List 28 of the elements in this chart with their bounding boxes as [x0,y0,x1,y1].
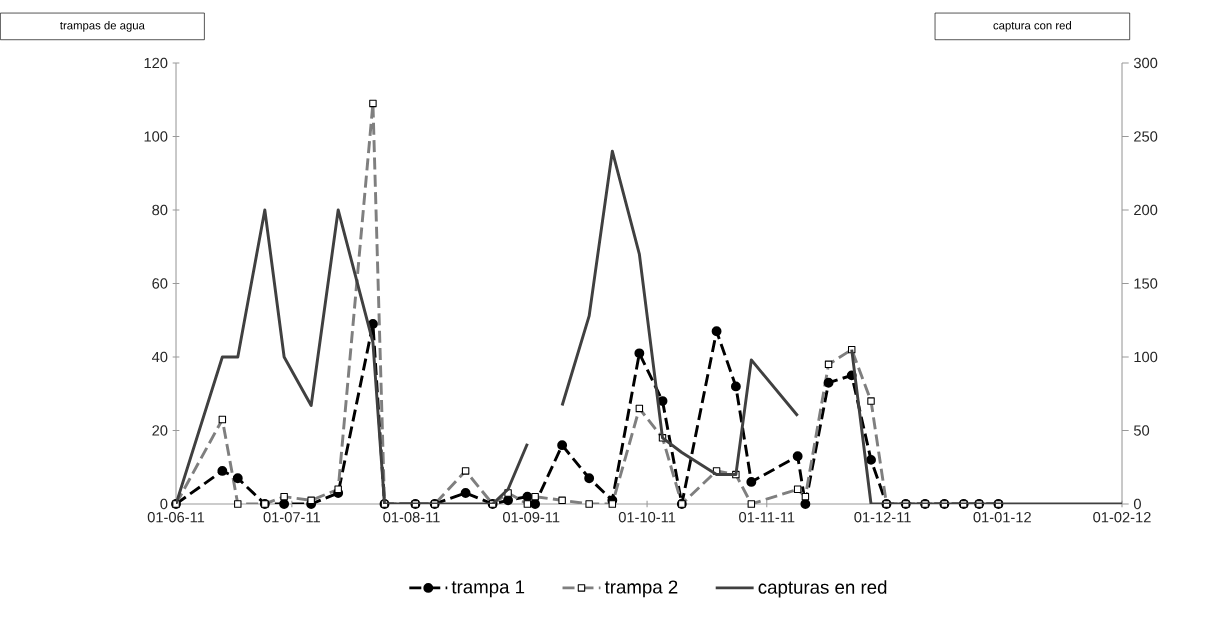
y-tick-label: 80 [152,204,168,216]
y-tick-label: 40 [151,351,168,363]
y2-tick-label: 200 [1134,204,1158,216]
x-tick-label: 01-08-11 [383,512,440,523]
y2-axis-title: captura con red [993,21,1071,32]
y2-tick-label: 0 [1133,498,1141,510]
x-tick-label: 01-07-11 [263,512,320,523]
x-tick-label: 01-09-11 [502,512,560,523]
y-tick-label: 0 [160,498,168,510]
y2-tick-label: 150 [1134,278,1158,289]
y2-tick-label: 100 [1134,351,1158,363]
x-tick-label: 01-02-12 [1093,512,1151,523]
y2-tick-label: 300 [1133,57,1158,69]
y-tick-label: 20 [152,425,168,436]
legend-label: trampa 1 [451,580,525,598]
y-tick-label: 60 [152,278,168,289]
y-axis-title: trampas de agua [60,21,145,32]
x-tick-label: 01-01-12 [973,512,1031,523]
x-tick-label: 01-11-11 [739,512,795,523]
x-tick-label: 01-06-11 [147,512,205,523]
x-tick-label: 01-10-11 [618,512,676,523]
legend-label: capturas en red [758,580,887,598]
y2-tick-label: 250 [1134,131,1158,142]
y-tick-label: 100 [144,131,168,142]
y-tick-label: 120 [144,57,168,69]
legend-label: trampa 2 [604,580,678,598]
y2-tick-label: 50 [1133,425,1150,436]
x-tick-label: 01-12-11 [854,512,911,523]
